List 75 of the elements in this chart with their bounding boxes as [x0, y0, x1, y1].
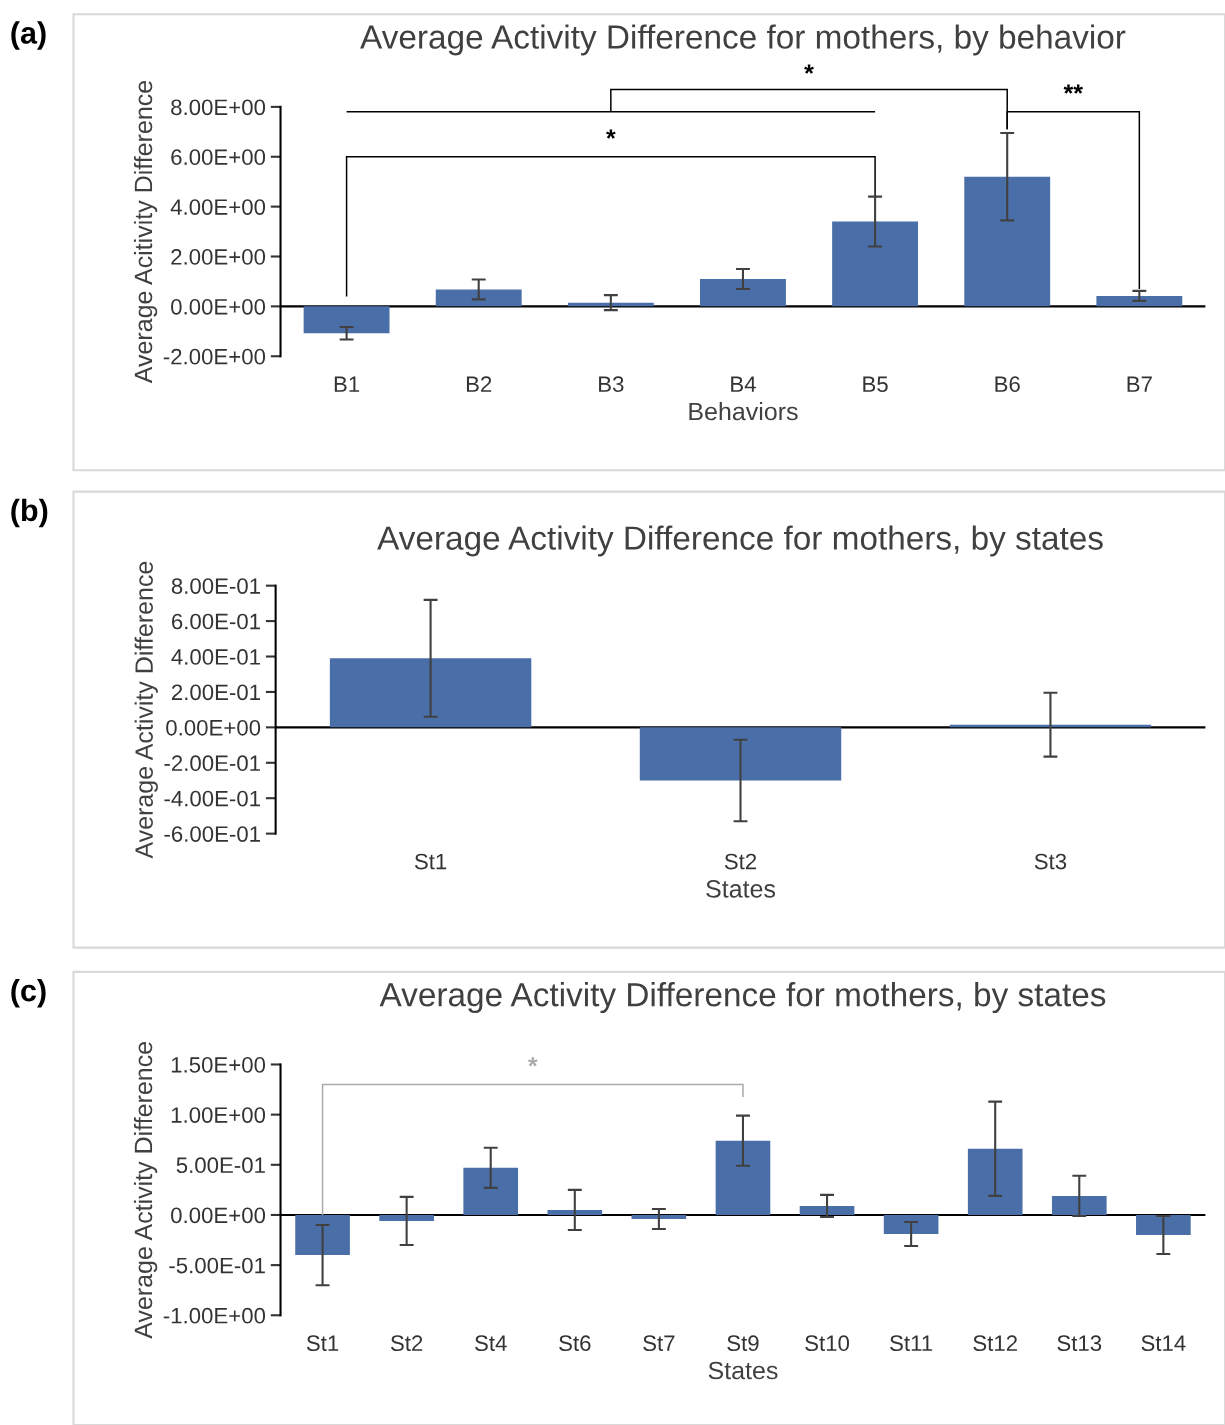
y-tick-label: 6.00E-01 — [171, 613, 260, 630]
x-tick-label: St4 — [475, 1335, 507, 1352]
x-tick-label: St1 — [414, 853, 447, 870]
x-tick-label: St2 — [724, 853, 757, 870]
bar — [1136, 1214, 1191, 1236]
bar — [883, 1214, 939, 1235]
x-tick-label: B1 — [334, 376, 360, 392]
y-tick-label: 1.00E+00 — [171, 1107, 266, 1123]
bar — [379, 1214, 434, 1221]
text: (c) — [11, 978, 46, 1008]
annotation: * — [606, 129, 616, 139]
bar — [303, 306, 390, 334]
y-tick-label: -2.00E+00 — [163, 348, 266, 365]
bar — [1051, 1195, 1107, 1215]
y-axis-title: Average Activity Difference — [134, 561, 158, 859]
annotation: * — [527, 1057, 538, 1067]
bar — [631, 1214, 687, 1219]
y-tick-label: 0.00E+00 — [166, 719, 261, 736]
x-tick-label: B5 — [863, 376, 888, 393]
y-tick-label: 2.00E+00 — [171, 249, 266, 265]
x-tick-label: B3 — [599, 376, 624, 393]
bar — [295, 1214, 350, 1256]
y-tick-label: 4.00E+00 — [170, 199, 266, 215]
y-axis-title: Average Activity Difference — [133, 1042, 158, 1339]
bar — [799, 1205, 855, 1215]
x-tick-label: St9 — [727, 1335, 759, 1352]
y-tick-label: -1.00E+00 — [163, 1307, 266, 1324]
x-tick-label: St13 — [1057, 1335, 1102, 1352]
y-tick-label: -6.00E-01 — [164, 826, 260, 842]
y-tick-label: 6.00E+00 — [171, 149, 266, 166]
x-tick-label: St14 — [1141, 1335, 1186, 1352]
x-axis-title: States — [706, 880, 776, 898]
y-tick-label: 0.00E+00 — [171, 298, 266, 315]
bar — [639, 727, 842, 781]
y-tick-label: 2.00E-01 — [171, 684, 260, 701]
bar — [967, 1148, 1023, 1215]
x-tick-label: St3 — [1034, 853, 1067, 870]
text: * — [804, 64, 814, 74]
x-tick-label: St2 — [390, 1335, 423, 1352]
x-tick-label: St1 — [306, 1335, 339, 1352]
x-tick-label: St12 — [973, 1335, 1017, 1352]
bar — [435, 289, 522, 307]
x-tick-label: B4 — [731, 376, 756, 392]
y-tick-label: 0.00E+00 — [171, 1207, 266, 1224]
x-tick-label: B6 — [995, 376, 1020, 393]
x-axis-title: States — [708, 1361, 778, 1380]
chart-title: Average Activity Difference for mothers, by states — [379, 981, 1106, 1014]
bar — [1096, 295, 1183, 307]
y-tick-label: -4.00E-01 — [164, 790, 260, 807]
x-tick-label: B2 — [466, 376, 492, 392]
y-tick-label: 8.00E-01 — [171, 578, 260, 594]
y-axis-title: Average Acitivity Difference — [133, 80, 158, 384]
y-tick-label: 1.50E+00 — [171, 1057, 266, 1073]
y-tick-label: 5.00E-01 — [176, 1157, 265, 1174]
text: (b) — [11, 498, 48, 528]
x-tick-label: St11 — [890, 1335, 933, 1352]
y-tick-label: -5.00E-01 — [169, 1257, 265, 1274]
chart-title: Average Activity Difference for mothers, by states — [377, 525, 1103, 557]
text: (a) — [11, 21, 46, 50]
x-tick-label: St7 — [643, 1335, 675, 1352]
bar — [547, 1209, 603, 1215]
bar — [329, 658, 532, 728]
y-tick-label: 4.00E-01 — [171, 649, 260, 665]
bar — [715, 1140, 771, 1215]
bar — [832, 221, 919, 307]
x-tick-label: B7 — [1127, 376, 1152, 392]
x-tick-label: St6 — [559, 1335, 591, 1352]
chart-title: Average Activity Difference for mothers, by behavior — [360, 24, 1126, 56]
y-tick-label: -2.00E-01 — [164, 755, 260, 772]
bar — [463, 1167, 519, 1215]
text: ** — [1063, 84, 1083, 94]
bar — [700, 278, 786, 307]
y-tick-label: 8.00E+00 — [171, 99, 266, 116]
x-tick-label: St10 — [805, 1335, 850, 1352]
x-axis-title: Behaviors — [689, 401, 798, 421]
